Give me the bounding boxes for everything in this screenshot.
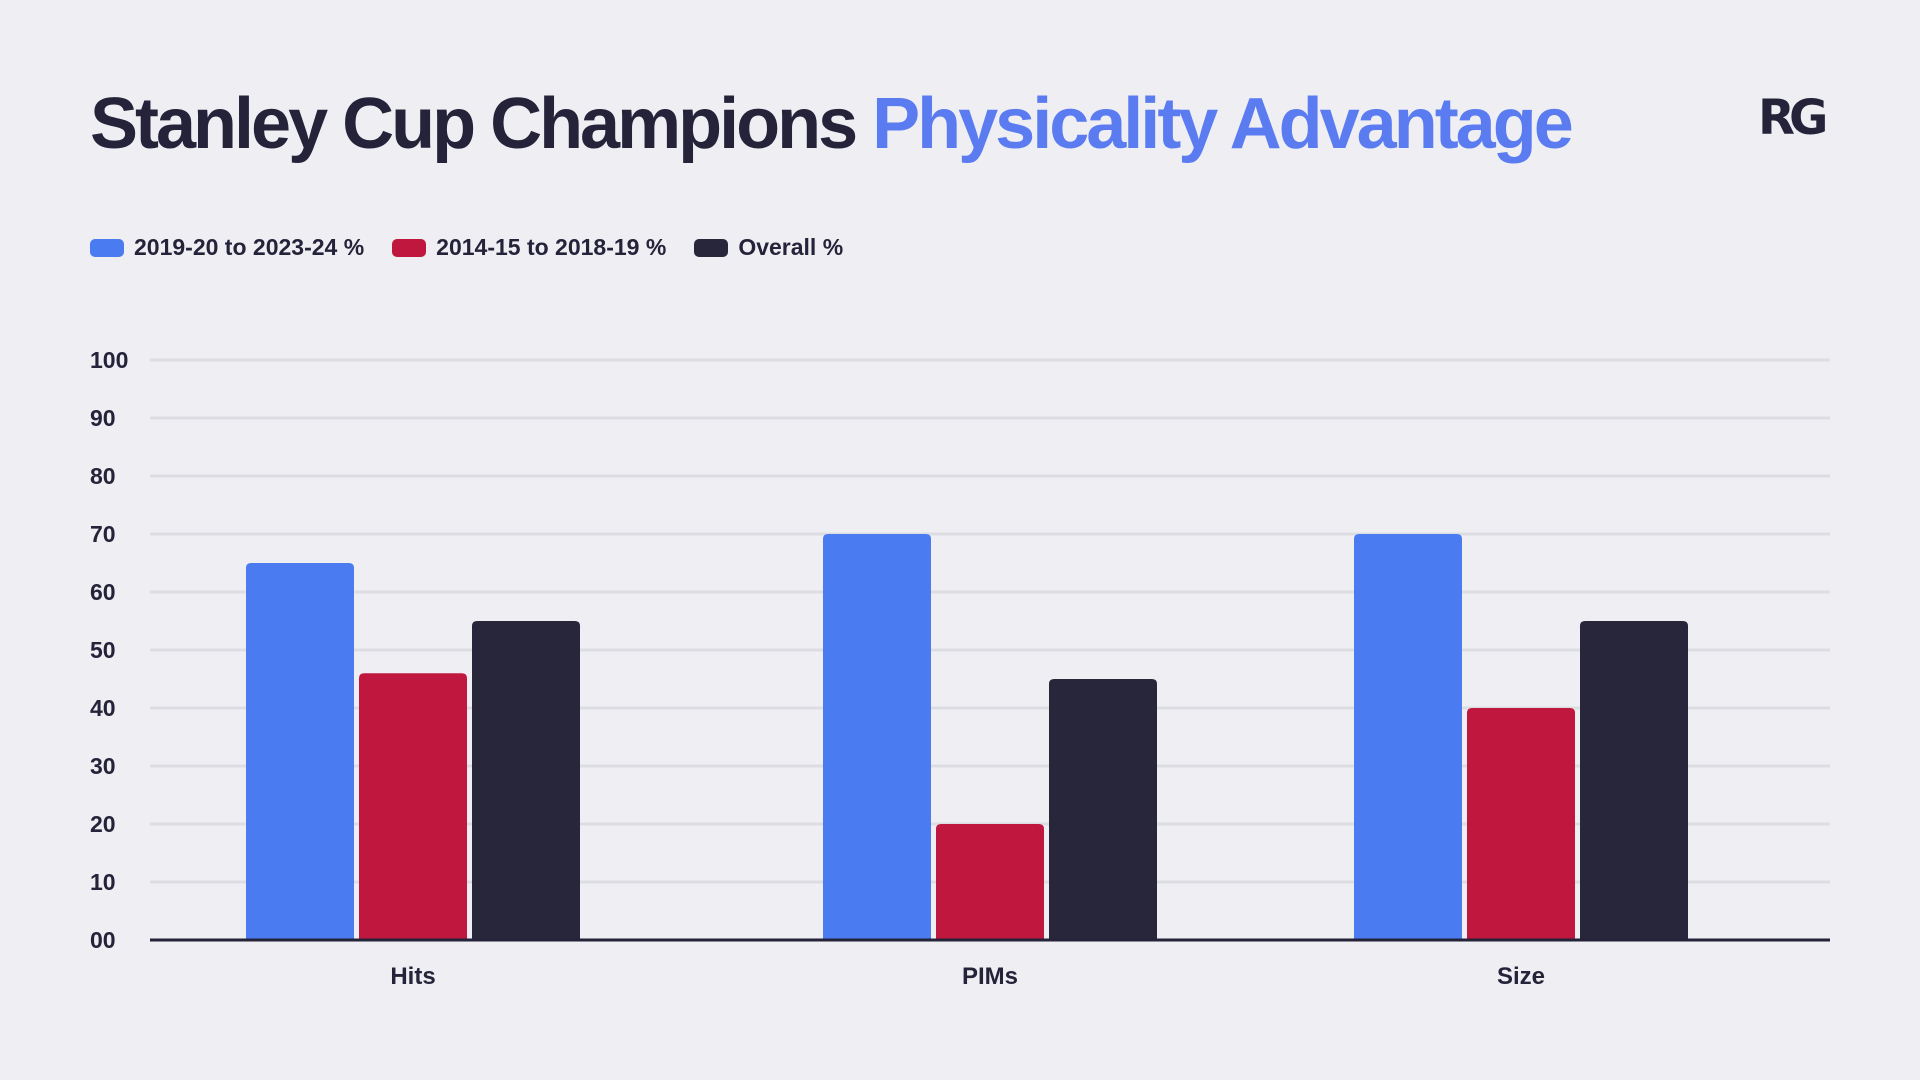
x-tick-label: Size (1497, 963, 1545, 990)
legend-item-earlier: 2014-15 to 2018-19 % (392, 234, 666, 261)
y-tick-label: 70 (90, 521, 116, 547)
y-tick-label: 100 (90, 347, 128, 373)
y-tick-label: 50 (90, 637, 116, 663)
legend-label-recent: 2019-20 to 2023-24 % (134, 234, 365, 260)
title-part-accent: Physicality Advantage (872, 84, 1574, 164)
title-part-primary: Stanley Cup Champions (90, 84, 858, 164)
y-tick-label: 90 (90, 405, 116, 431)
bar (823, 534, 931, 940)
bar (1580, 621, 1688, 940)
y-tick-label: 80 (90, 463, 116, 489)
bar (472, 621, 580, 940)
bar (1467, 708, 1575, 940)
chart-legend: 2019-20 to 2023-24 % 2014-15 to 2018-19 … (90, 234, 843, 261)
legend-item-overall: Overall % (694, 234, 843, 261)
bar (359, 673, 467, 940)
y-tick-label: 20 (90, 811, 116, 837)
legend-label-earlier: 2014-15 to 2018-19 % (436, 234, 667, 260)
legend-swatch-recent (90, 238, 124, 257)
legend-swatch-earlier (392, 238, 427, 257)
bar (1049, 679, 1157, 940)
bar (936, 824, 1044, 940)
y-tick-label: 30 (90, 753, 116, 779)
brand-logo: RG (1758, 90, 1828, 146)
legend-item-recent: 2019-20 to 2023-24 % (90, 234, 364, 261)
y-tick-label: 10 (90, 869, 116, 895)
y-tick-label: 00 (90, 927, 116, 953)
x-tick-label: PIMs (962, 963, 1018, 990)
chart-title: Stanley Cup Champions Physicality Advant… (90, 88, 1574, 160)
y-tick-label: 60 (90, 579, 116, 605)
y-tick-label: 40 (90, 695, 116, 721)
bar (1354, 534, 1462, 940)
x-tick-label: Hits (390, 963, 435, 990)
legend-label-overall: Overall % (738, 234, 844, 260)
bar (246, 563, 354, 940)
legend-swatch-overall (694, 238, 729, 257)
